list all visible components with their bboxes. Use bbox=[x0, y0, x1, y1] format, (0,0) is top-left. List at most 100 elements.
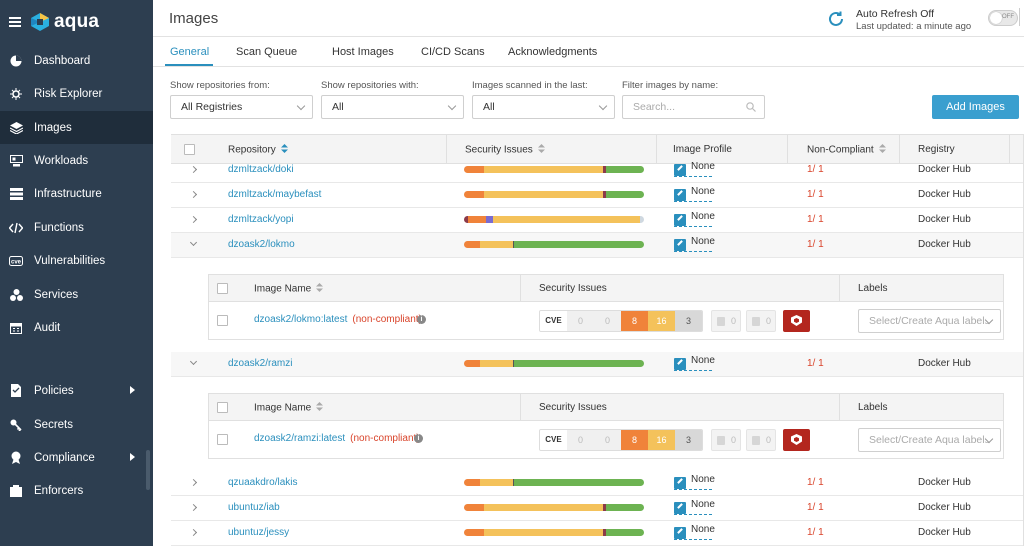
sidebar-item-images[interactable]: Images bbox=[0, 111, 153, 144]
chevron-right-icon[interactable] bbox=[189, 478, 198, 487]
chevron-down-icon[interactable] bbox=[189, 238, 198, 247]
sidebar-item-dashboard[interactable]: Dashboard bbox=[0, 44, 153, 77]
column-header-security-issues[interactable]: Security Issues bbox=[465, 144, 545, 156]
code-icon bbox=[9, 221, 23, 235]
table-row[interactable]: ubuntuz/iab None 1/ 1 Docker Hub bbox=[171, 496, 1024, 521]
image-name-link[interactable]: dzoask2/lokmo:latest bbox=[254, 314, 348, 325]
auto-refresh-toggle[interactable]: OFF bbox=[988, 10, 1018, 26]
column-header-registry[interactable]: Registry bbox=[918, 144, 955, 155]
header-divider bbox=[153, 36, 1024, 37]
tab-cicd-scans[interactable]: CI/CD Scans bbox=[421, 46, 485, 58]
tab-host-images[interactable]: Host Images bbox=[332, 46, 394, 58]
column-header-image-profile[interactable]: Image Profile bbox=[673, 144, 732, 155]
security-issues-bar bbox=[464, 216, 644, 223]
table-row[interactable]: ubuntuz/jessy None 1/ 1 Docker Hub bbox=[171, 521, 1024, 546]
refresh-icon[interactable] bbox=[827, 10, 845, 28]
chevron-right-icon[interactable] bbox=[189, 165, 198, 174]
bar-segment bbox=[480, 479, 513, 486]
tab-acknowledgments[interactable]: Acknowledgments bbox=[508, 46, 598, 58]
tab-scan-queue[interactable]: Scan Queue bbox=[236, 46, 298, 58]
table-row[interactable]: dzmltzack/maybefast None 1/ 1 Docker Hub bbox=[171, 183, 1024, 208]
image-profile-value[interactable]: None bbox=[691, 211, 715, 222]
repository-link[interactable]: dzmltzack/yopi bbox=[228, 214, 294, 225]
repository-link[interactable]: dzmltzack/maybefast bbox=[228, 189, 322, 200]
server-icon bbox=[9, 187, 23, 201]
chevron-right-icon[interactable] bbox=[189, 215, 198, 224]
column-header-non-compliant[interactable]: Non-Compliant bbox=[807, 144, 886, 156]
table-row[interactable]: dzmltzack/doki None 1/ 1 Docker Hub bbox=[171, 158, 1024, 183]
sidebar-item-audit[interactable]: Audit bbox=[0, 311, 153, 344]
labels-select[interactable]: Select/Create Aqua labels bbox=[858, 428, 1001, 452]
image-profile-value[interactable]: None bbox=[691, 236, 715, 247]
sidebar-item-label: Risk Explorer bbox=[34, 87, 103, 100]
assurance-policy-icon[interactable] bbox=[783, 429, 810, 451]
hamburger-menu-icon[interactable] bbox=[9, 17, 21, 27]
image-profile-value[interactable]: None bbox=[691, 186, 715, 197]
repository-link[interactable]: ubuntuz/iab bbox=[228, 502, 280, 513]
sidebar-item-secrets[interactable]: Secrets bbox=[0, 408, 153, 441]
sidebar-item-workloads[interactable]: Workloads bbox=[0, 144, 153, 177]
tab-general[interactable]: General bbox=[170, 46, 210, 58]
repository-link[interactable]: dzmltzack/doki bbox=[228, 164, 294, 175]
cve-badge: CVE bbox=[540, 311, 567, 331]
sidebar-item-infrastructure[interactable]: Infrastructure bbox=[0, 177, 153, 210]
image-profile-value[interactable]: None bbox=[691, 499, 715, 510]
row-checkbox[interactable] bbox=[217, 315, 228, 326]
table-row[interactable]: qzuaakdro/lakis None 1/ 1 Docker Hub bbox=[171, 471, 1024, 496]
select-all-checkbox[interactable] bbox=[217, 402, 228, 413]
add-images-button[interactable]: Add Images bbox=[932, 95, 1019, 119]
repository-link[interactable]: ubuntuz/jessy bbox=[228, 527, 290, 538]
table-row[interactable]: dzmltzack/yopi None 1/ 1 Docker Hub bbox=[171, 208, 1024, 233]
sidebar-item-services[interactable]: Services bbox=[0, 278, 153, 311]
sidebar-item-enforcers[interactable]: Enforcers bbox=[0, 474, 153, 507]
info-icon[interactable]: i bbox=[417, 315, 426, 324]
repository-link[interactable]: dzoask2/ramzi bbox=[228, 358, 293, 369]
sidebar-item-policies[interactable]: Policies bbox=[0, 374, 153, 407]
assurance-policy-icon[interactable] bbox=[783, 310, 810, 332]
image-profile-value[interactable]: None bbox=[691, 474, 715, 485]
image-profile-underline bbox=[674, 370, 712, 371]
registry-name: Docker Hub bbox=[918, 502, 971, 513]
select-all-checkbox[interactable] bbox=[184, 144, 195, 155]
scanned-select[interactable]: All bbox=[472, 95, 615, 119]
table-row[interactable]: dzoask2/ramzi None 1/ 1 Docker Hub bbox=[171, 352, 1024, 377]
chevron-right-icon[interactable] bbox=[189, 190, 198, 199]
chevron-down-icon[interactable] bbox=[189, 357, 198, 366]
vulnerability-counts[interactable]: CVE 0 0 8 16 3 bbox=[539, 310, 703, 332]
chevron-right-icon[interactable] bbox=[189, 503, 198, 512]
repos-with-label: Show repositories with: bbox=[321, 80, 419, 91]
select-all-checkbox[interactable] bbox=[217, 283, 228, 294]
bar-segment bbox=[464, 360, 481, 367]
image-profile-underline bbox=[674, 251, 712, 252]
vulnerability-counts[interactable]: CVE 0 0 8 16 3 bbox=[539, 429, 703, 451]
repository-link[interactable]: qzuaakdro/lakis bbox=[228, 477, 298, 488]
sidebar-item-vulnerabilities[interactable]: cve Vulnerabilities bbox=[0, 244, 153, 277]
registry-name: Docker Hub bbox=[918, 189, 971, 200]
sidebar-item-compliance[interactable]: Compliance bbox=[0, 441, 153, 474]
sidebar-item-label: Secrets bbox=[34, 418, 73, 431]
column-header-repository[interactable]: Repository bbox=[228, 144, 288, 156]
page-title: Images bbox=[169, 10, 219, 27]
row-checkbox[interactable] bbox=[217, 434, 228, 445]
table-row[interactable]: dzoask2/lokmo None 1/ 1 Docker Hub bbox=[171, 233, 1024, 258]
sidebar-item-functions[interactable]: Functions bbox=[0, 211, 153, 244]
search-input[interactable]: Search... bbox=[622, 95, 765, 119]
sidebar-item-risk-explorer[interactable]: Risk Explorer bbox=[0, 77, 153, 110]
sidebar-item-label: Workloads bbox=[34, 154, 89, 167]
image-profile-value[interactable]: None bbox=[691, 524, 715, 535]
labels-select[interactable]: Select/Create Aqua labels bbox=[858, 309, 1001, 333]
security-issues-bar bbox=[464, 191, 644, 198]
chevron-right-icon[interactable] bbox=[189, 528, 198, 537]
repository-link[interactable]: dzoask2/lokmo bbox=[228, 239, 295, 250]
image-name-link[interactable]: dzoask2/ramzi:latest bbox=[254, 433, 346, 444]
malware-count-value: 0 bbox=[731, 435, 737, 445]
bar-segment bbox=[602, 166, 607, 173]
column-header-image-name[interactable]: Image Name bbox=[254, 402, 324, 414]
sidebar-scrollbar[interactable] bbox=[146, 450, 150, 490]
image-profile-value[interactable]: None bbox=[691, 355, 715, 366]
info-icon[interactable]: i bbox=[414, 434, 423, 443]
repos-with-select[interactable]: All bbox=[321, 95, 464, 119]
image-profile-value[interactable]: None bbox=[691, 161, 715, 172]
column-header-image-name[interactable]: Image Name bbox=[254, 283, 324, 295]
repos-from-select[interactable]: All Registries bbox=[170, 95, 313, 119]
